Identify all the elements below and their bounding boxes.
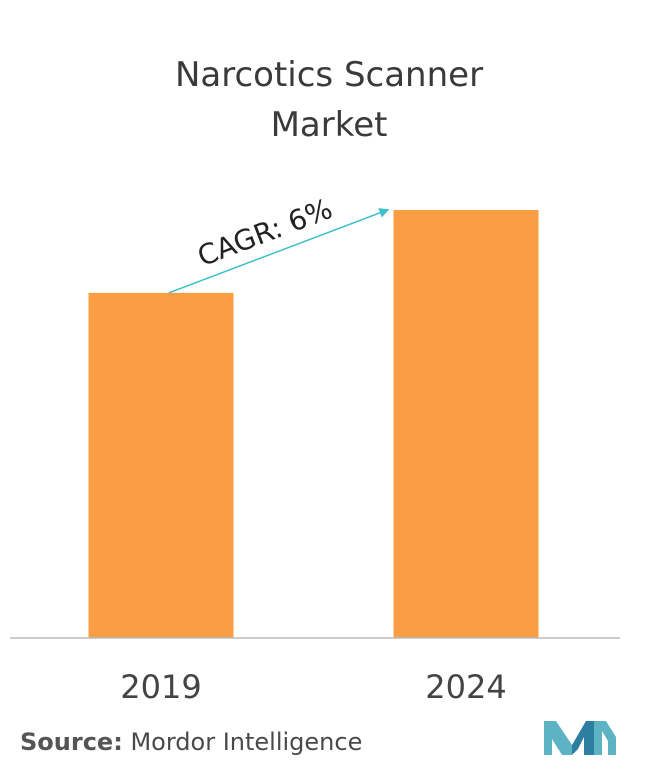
cagr-arrow <box>168 208 390 294</box>
x-tick-label-2019: 2019 <box>120 668 201 706</box>
source-note: Source: Mordor Intelligence <box>20 728 362 756</box>
chart-title-line-2: Market <box>270 105 388 145</box>
source-value: Mordor Intelligence <box>130 728 363 756</box>
bar-2024 <box>393 210 539 638</box>
chart-title-line-1: Narcotics Scanner <box>174 55 484 95</box>
cagr-label: CAGR: 6% <box>193 192 337 273</box>
mordor-intelligence-logo-icon <box>544 721 616 755</box>
source-label: Source: <box>20 728 123 756</box>
x-tick-label-2024: 2024 <box>425 668 506 706</box>
bar-chart: 2019 2024 CAGR: 6% <box>10 192 620 706</box>
bar-2019 <box>88 292 234 638</box>
chart-title: Narcotics Scanner Market <box>0 50 658 150</box>
